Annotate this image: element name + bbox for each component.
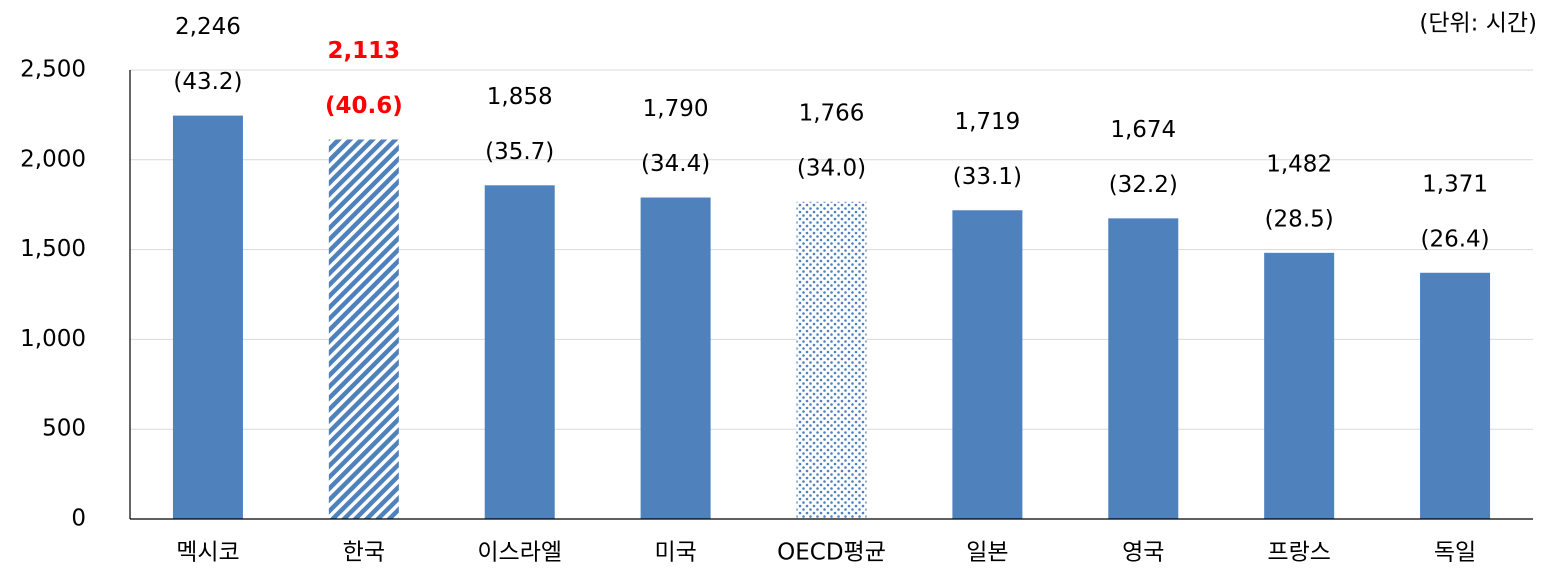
x-tick-label: 일본: [966, 540, 1008, 566]
value-label: 1,482: [1266, 151, 1332, 177]
secondary-label: (26.4): [1420, 226, 1489, 252]
unit-label: (단위: 시간): [1419, 11, 1537, 37]
bar: [1420, 272, 1491, 519]
bar: [328, 139, 399, 520]
x-tick-label: 프랑스: [1267, 540, 1330, 566]
bar: [796, 201, 867, 519]
x-tick-label: 멕시코: [176, 540, 239, 566]
secondary-label: (43.2): [173, 69, 242, 95]
bar: [484, 185, 555, 519]
secondary-label: (34.0): [797, 155, 866, 181]
bar: [640, 197, 711, 520]
bar: [1264, 252, 1335, 519]
bar: [952, 210, 1023, 520]
bar: [172, 115, 243, 519]
x-tick-label: 미국: [654, 540, 696, 566]
x-tick-label: 한국: [343, 540, 385, 566]
y-tick-label: 1,000: [20, 326, 86, 352]
y-tick-label: 0: [71, 506, 86, 532]
x-tick-label: 영국: [1122, 540, 1164, 566]
y-tick-label: 2,500: [20, 57, 86, 83]
secondary-label: (33.1): [953, 164, 1022, 190]
y-tick-label: 500: [42, 416, 86, 442]
value-label: 1,858: [487, 84, 553, 110]
secondary-label: (28.5): [1265, 206, 1334, 232]
y-tick-label: 2,000: [20, 146, 86, 172]
value-label: 1,719: [954, 109, 1020, 135]
secondary-label: (32.2): [1109, 172, 1178, 198]
x-tick-label: 이스라엘: [477, 540, 562, 566]
value-label: 1,766: [799, 100, 865, 126]
value-label: 2,246: [175, 14, 241, 40]
x-tick-label: 독일: [1434, 540, 1476, 566]
value-label: 1,371: [1422, 171, 1488, 197]
secondary-label: (35.7): [485, 139, 554, 165]
value-label: 1,790: [643, 96, 709, 122]
secondary-label: (34.4): [641, 151, 710, 177]
bar: [1108, 218, 1179, 519]
value-label: 2,113: [327, 38, 400, 64]
secondary-label: (40.6): [325, 93, 403, 119]
value-label: 1,674: [1110, 117, 1176, 143]
y-tick-label: 1,500: [20, 236, 86, 262]
x-tick-label: OECD평균: [777, 540, 886, 566]
